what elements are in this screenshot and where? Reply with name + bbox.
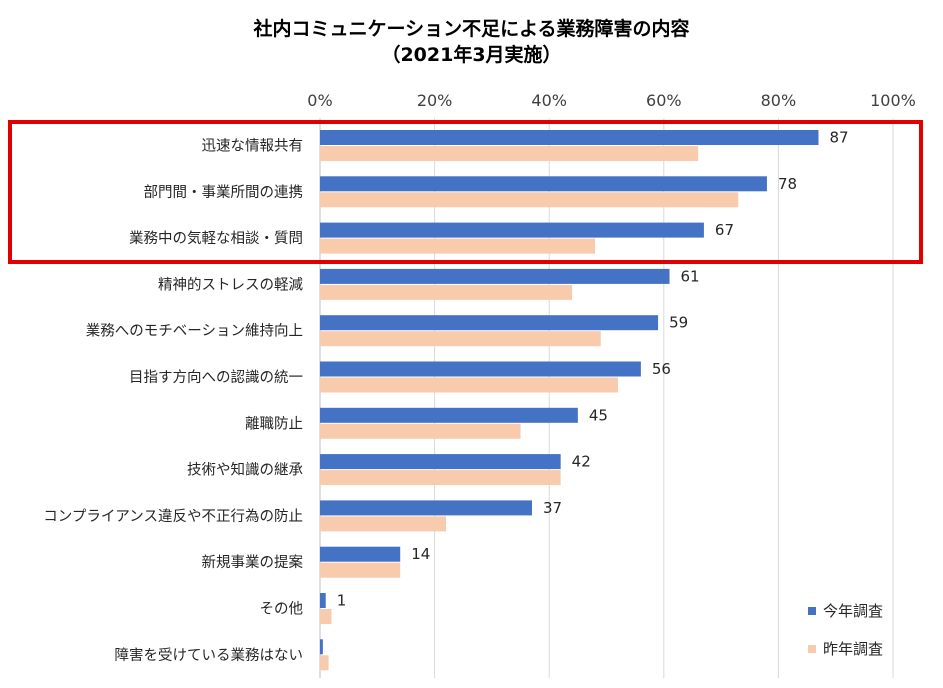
data-label: 37: [543, 499, 562, 517]
data-label: 42: [572, 453, 591, 471]
category-label: コンプライアンス違反や不正行為の防止: [43, 508, 303, 525]
bar-this-year: [320, 407, 578, 423]
bar-this-year: [320, 176, 767, 192]
legend-label: 今年調査: [823, 602, 883, 620]
x-tick-label: 100%: [870, 91, 916, 110]
bar-last-year: [320, 609, 332, 624]
category-label: 業務中の気軽な相談・質問: [129, 229, 303, 247]
data-label: 45: [589, 406, 608, 424]
bar-last-year: [320, 423, 521, 439]
bar-this-year: [320, 593, 326, 608]
bar-last-year: [320, 331, 601, 347]
bar-last-year: [320, 377, 618, 393]
category-label: 離職防止: [245, 414, 303, 432]
bar-last-year: [320, 238, 596, 254]
category-label: 業務へのモチベーション維持向上: [86, 323, 303, 340]
category-label: 目指す方向への認識の統一: [129, 369, 303, 386]
bar-this-year: [320, 130, 819, 145]
data-label: 59: [669, 314, 688, 332]
category-label: 精神的ストレスの軽減: [158, 276, 303, 293]
bar-last-year: [320, 562, 401, 578]
bar-this-year: [320, 361, 641, 377]
data-label: 1: [337, 592, 347, 610]
category-label: 技術や知識の継承: [187, 462, 303, 479]
data-label: 14: [411, 545, 430, 563]
x-tick-label: 40%: [531, 91, 567, 110]
bar-last-year: [320, 516, 447, 532]
bar-this-year: [320, 268, 670, 284]
bar-last-year: [320, 655, 329, 671]
bar-this-year: [320, 315, 659, 331]
highlight-box: [8, 120, 923, 264]
legend-label: 昨年調査: [823, 640, 883, 658]
data-label: 67: [715, 221, 734, 239]
bar-this-year: [320, 222, 704, 238]
category-label: その他: [260, 601, 304, 618]
data-label: 61: [681, 267, 700, 285]
data-label: 78: [778, 175, 797, 193]
bar-last-year: [320, 192, 739, 208]
category-label: 障害を受けている業務はない: [115, 646, 304, 664]
data-label: 56: [652, 360, 671, 378]
data-label: 87: [830, 129, 849, 147]
chart-subtitle: （2021年3月実施）: [381, 44, 562, 66]
category-label: 新規事業の提案: [202, 553, 304, 571]
bar-last-year: [320, 146, 699, 161]
x-tick-label: 80%: [761, 91, 797, 110]
x-tick-label: 20%: [417, 91, 453, 110]
chart-title: 社内コミュニケーション不足による業務障害の内容: [253, 18, 690, 40]
bar-last-year: [320, 470, 561, 486]
bar-this-year: [320, 454, 561, 470]
legend-marker: [808, 607, 816, 615]
x-tick-label: 0%: [307, 91, 332, 110]
bar-this-year: [320, 500, 533, 516]
bar-this-year: [320, 639, 323, 655]
x-tick-label: 60%: [646, 91, 682, 110]
bar-this-year: [320, 546, 401, 562]
bar-last-year: [320, 284, 573, 300]
legend-marker: [808, 645, 816, 653]
category-label: 部門間・事業所間の連携: [144, 184, 304, 201]
category-label: 迅速な情報共有: [202, 138, 304, 155]
